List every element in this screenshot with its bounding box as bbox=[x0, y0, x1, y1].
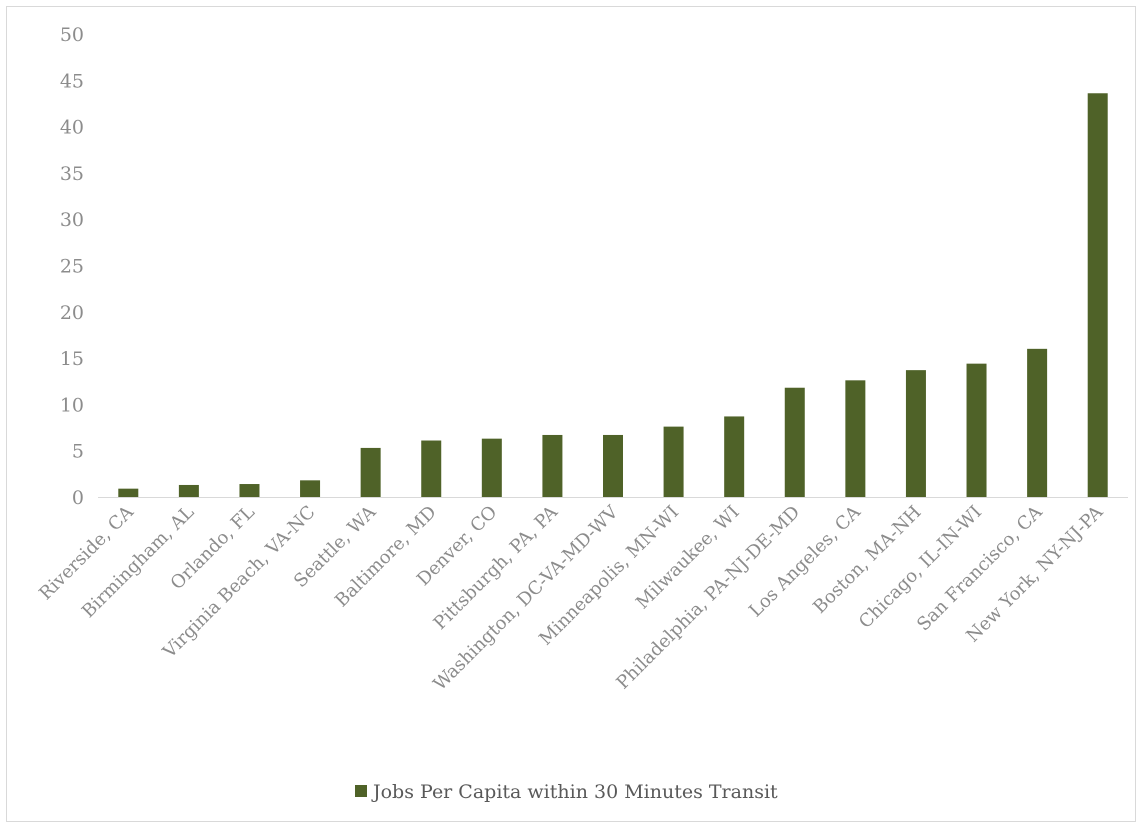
y-tick-label: 25 bbox=[60, 256, 84, 278]
bar bbox=[603, 434, 623, 497]
y-tick-label: 50 bbox=[60, 24, 84, 46]
y-tick-label: 35 bbox=[60, 163, 84, 185]
legend: Jobs Per Capita within 30 Minutes Transi… bbox=[355, 781, 778, 803]
y-tick-label: 10 bbox=[60, 394, 84, 416]
y-tick-label: 5 bbox=[72, 441, 84, 463]
chart-frame bbox=[6, 6, 1136, 822]
bar bbox=[542, 434, 563, 497]
bar bbox=[300, 480, 321, 497]
legend-label: Jobs Per Capita within 30 Minutes Transi… bbox=[371, 781, 778, 803]
x-tick-label: Los Angeles, CA bbox=[745, 501, 865, 621]
y-tick-label: 40 bbox=[60, 117, 84, 139]
x-tick-label: Milwaukee, WI bbox=[632, 502, 744, 614]
bar bbox=[966, 363, 987, 497]
bar bbox=[239, 484, 260, 497]
x-tick-label: Birmingham, AL bbox=[78, 502, 198, 622]
bar bbox=[663, 426, 684, 497]
bar bbox=[421, 440, 442, 497]
bar bbox=[905, 370, 926, 497]
bar bbox=[118, 488, 139, 497]
y-tick-label: 0 bbox=[72, 487, 84, 509]
bar bbox=[360, 447, 381, 497]
bar bbox=[784, 387, 805, 497]
bars bbox=[118, 93, 1108, 497]
y-axis: 0 5 10 15 20 25 30 35 40 45 50 bbox=[60, 24, 84, 509]
bar bbox=[1027, 348, 1048, 497]
y-tick-label: 15 bbox=[60, 348, 84, 370]
x-tick-label: Boston, MA-NH bbox=[809, 502, 925, 618]
y-tick-label: 45 bbox=[60, 70, 84, 92]
legend-swatch bbox=[355, 785, 367, 797]
bar bbox=[845, 380, 866, 497]
bar bbox=[481, 438, 502, 497]
bar bbox=[178, 484, 199, 497]
y-tick-label: 30 bbox=[60, 209, 84, 231]
bar bbox=[1087, 93, 1108, 497]
y-tick-label: 20 bbox=[60, 302, 84, 324]
bar bbox=[724, 416, 745, 497]
